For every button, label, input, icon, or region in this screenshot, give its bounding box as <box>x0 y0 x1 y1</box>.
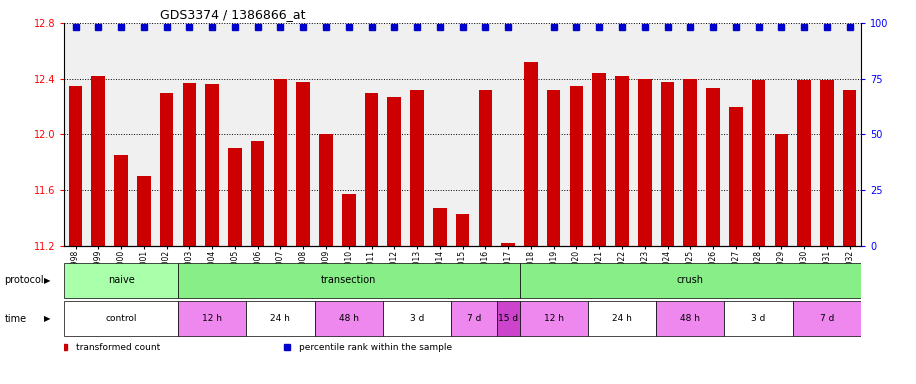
Bar <box>478 90 492 246</box>
Text: 24 h: 24 h <box>612 314 632 323</box>
FancyBboxPatch shape <box>452 301 496 336</box>
Bar <box>843 90 856 246</box>
FancyBboxPatch shape <box>178 301 246 336</box>
FancyBboxPatch shape <box>178 263 519 298</box>
Bar <box>228 148 242 246</box>
Text: 7 d: 7 d <box>467 314 481 323</box>
Text: 3 d: 3 d <box>751 314 766 323</box>
Text: transection: transection <box>321 275 376 285</box>
Bar <box>137 176 150 246</box>
Bar <box>797 80 811 246</box>
FancyBboxPatch shape <box>792 301 861 336</box>
Bar <box>820 80 834 246</box>
Bar <box>456 214 469 246</box>
Bar <box>616 76 628 246</box>
Text: 48 h: 48 h <box>681 314 700 323</box>
Bar <box>501 243 515 246</box>
Bar <box>660 81 674 246</box>
FancyBboxPatch shape <box>64 263 178 298</box>
Bar <box>182 83 196 246</box>
Text: GDS3374 / 1386866_at: GDS3374 / 1386866_at <box>159 8 305 21</box>
FancyBboxPatch shape <box>656 301 725 336</box>
Text: 7 d: 7 d <box>820 314 834 323</box>
Text: 15 d: 15 d <box>498 314 518 323</box>
Bar <box>410 90 424 246</box>
FancyBboxPatch shape <box>519 263 861 298</box>
FancyBboxPatch shape <box>725 301 792 336</box>
Bar <box>387 97 401 246</box>
Bar <box>729 107 743 246</box>
Bar <box>342 194 355 246</box>
Text: naive: naive <box>108 275 135 285</box>
Text: transformed count: transformed count <box>76 343 160 352</box>
Bar <box>251 141 265 246</box>
FancyBboxPatch shape <box>519 301 588 336</box>
Bar <box>775 134 788 246</box>
Text: control: control <box>105 314 136 323</box>
Text: 24 h: 24 h <box>270 314 290 323</box>
Text: time: time <box>5 314 27 324</box>
FancyBboxPatch shape <box>496 301 519 336</box>
Bar <box>159 93 173 246</box>
FancyBboxPatch shape <box>246 301 314 336</box>
Text: 48 h: 48 h <box>339 314 359 323</box>
Bar <box>683 79 697 246</box>
Text: ▶: ▶ <box>44 276 50 285</box>
Text: 12 h: 12 h <box>544 314 563 323</box>
Bar <box>570 86 583 246</box>
Bar <box>365 93 378 246</box>
Bar <box>524 62 538 246</box>
Bar <box>433 208 447 246</box>
FancyBboxPatch shape <box>588 301 656 336</box>
Text: 12 h: 12 h <box>202 314 222 323</box>
Text: 3 d: 3 d <box>409 314 424 323</box>
Bar <box>319 134 333 246</box>
Bar <box>547 90 561 246</box>
Text: protocol: protocol <box>5 275 44 285</box>
Bar <box>205 84 219 246</box>
Text: crush: crush <box>677 275 703 285</box>
Bar <box>638 79 651 246</box>
Bar <box>69 86 82 246</box>
Bar <box>274 79 288 246</box>
FancyBboxPatch shape <box>64 301 178 336</box>
Bar <box>752 80 766 246</box>
FancyBboxPatch shape <box>314 301 383 336</box>
Text: percentile rank within the sample: percentile rank within the sample <box>300 343 453 352</box>
Bar <box>114 155 128 246</box>
Bar <box>92 76 105 246</box>
Bar <box>593 73 606 246</box>
Bar <box>297 81 310 246</box>
Bar <box>706 88 720 246</box>
FancyBboxPatch shape <box>383 301 452 336</box>
Text: ▶: ▶ <box>44 314 50 323</box>
